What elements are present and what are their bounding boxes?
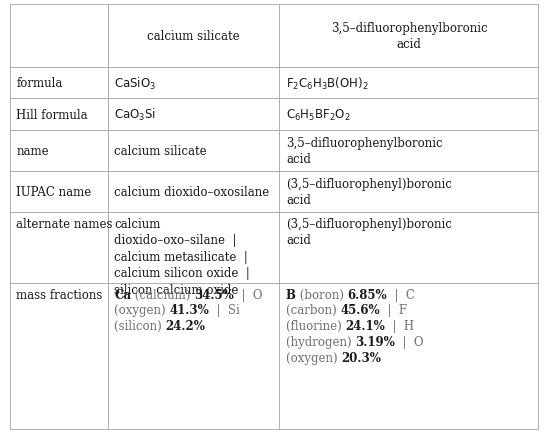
Text: 34.5%: 34.5%	[194, 288, 234, 301]
Text: $\mathrm{C_6H_5BF_2O_2}$: $\mathrm{C_6H_5BF_2O_2}$	[286, 107, 351, 122]
Text: |  O: | O	[234, 288, 263, 301]
Text: mass fractions: mass fractions	[16, 288, 102, 301]
Text: 3,5–difluorophenylboronic
acid: 3,5–difluorophenylboronic acid	[286, 136, 443, 166]
Text: 3.19%: 3.19%	[355, 335, 395, 349]
Text: 45.6%: 45.6%	[341, 304, 380, 317]
Text: $\mathrm{CaO_3Si}$: $\mathrm{CaO_3Si}$	[114, 107, 156, 123]
Text: (hydrogen): (hydrogen)	[286, 335, 355, 349]
Text: $\mathrm{CaSiO_3}$: $\mathrm{CaSiO_3}$	[114, 76, 156, 92]
Text: Hill formula: Hill formula	[16, 108, 88, 122]
Text: B: B	[286, 288, 296, 301]
Text: (3,5–difluorophenyl)boronic
acid: (3,5–difluorophenyl)boronic acid	[286, 178, 452, 207]
Text: |  H: | H	[385, 320, 414, 332]
Text: 41.3%: 41.3%	[169, 304, 209, 317]
Text: $\mathrm{F_2C_6H_3B(OH)_2}$: $\mathrm{F_2C_6H_3B(OH)_2}$	[286, 76, 369, 92]
Text: calcium dioxido–oxosilane: calcium dioxido–oxosilane	[114, 186, 269, 199]
Text: IUPAC name: IUPAC name	[16, 186, 92, 199]
Text: |  O: | O	[395, 335, 423, 349]
Text: Ca: Ca	[114, 288, 131, 301]
Text: (3,5–difluorophenyl)boronic
acid: (3,5–difluorophenyl)boronic acid	[286, 217, 452, 247]
Text: (oxygen): (oxygen)	[286, 352, 341, 365]
Text: name: name	[16, 145, 49, 158]
Text: (calcium): (calcium)	[131, 288, 194, 301]
Text: |  Si: | Si	[209, 304, 240, 317]
Text: (silicon): (silicon)	[114, 320, 166, 332]
Text: (oxygen): (oxygen)	[114, 304, 169, 317]
Text: calcium silicate: calcium silicate	[147, 30, 240, 43]
Text: (boron): (boron)	[296, 288, 348, 301]
Text: 24.1%: 24.1%	[346, 320, 385, 332]
Text: 3,5–difluorophenylboronic
acid: 3,5–difluorophenylboronic acid	[331, 22, 487, 51]
Text: calcium
dioxido–oxo–silane  |
calcium metasilicate  |
calcium silicon oxide  |
s: calcium dioxido–oxo–silane | calcium met…	[114, 217, 250, 296]
Text: 24.2%: 24.2%	[166, 320, 205, 332]
Text: calcium silicate: calcium silicate	[114, 145, 207, 158]
Text: (carbon): (carbon)	[286, 304, 341, 317]
Text: 20.3%: 20.3%	[341, 352, 381, 365]
Text: |  F: | F	[380, 304, 407, 317]
Text: (fluorine): (fluorine)	[286, 320, 346, 332]
Text: alternate names: alternate names	[16, 217, 113, 230]
Text: 6.85%: 6.85%	[348, 288, 387, 301]
Text: formula: formula	[16, 77, 63, 90]
Text: |  C: | C	[387, 288, 415, 301]
